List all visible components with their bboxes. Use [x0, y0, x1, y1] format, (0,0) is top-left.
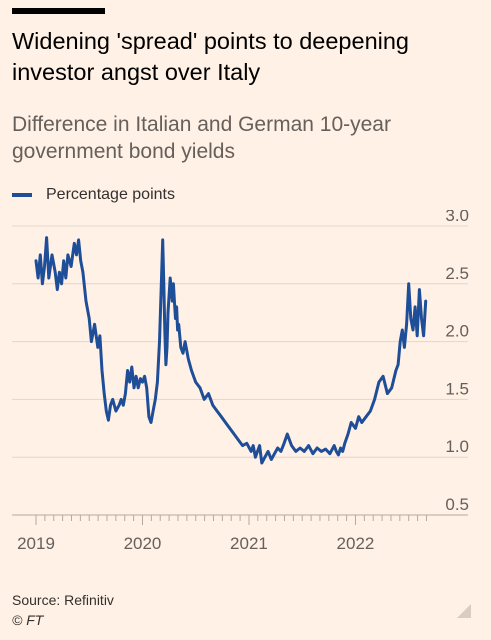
- chart-subtitle: Difference in Italian and German 10-year…: [12, 113, 391, 163]
- legend-swatch: [12, 193, 32, 197]
- credit-note: © FT: [12, 612, 44, 628]
- x-tick-label: 2020: [124, 534, 162, 553]
- resize-corner-icon: [457, 604, 471, 618]
- y-tick-label: 2.5: [445, 264, 469, 283]
- series-line: [34, 236, 428, 465]
- title-accent-bar: [12, 8, 105, 14]
- source-note: Source: Refinitiv: [12, 592, 114, 608]
- y-tick-label: 2.0: [445, 322, 469, 341]
- y-tick-label: 1.0: [445, 437, 469, 456]
- line-chart: 3.0 2.5 2.0 1.5 1.0 0.5 2019 2020 2021 2022: [12, 210, 469, 553]
- y-tick-label: 1.5: [445, 379, 469, 398]
- legend: Percentage points: [12, 186, 175, 204]
- legend-label: Percentage points: [46, 186, 175, 203]
- x-tick-label: 2019: [17, 534, 55, 553]
- x-tick-label: 2021: [230, 534, 268, 553]
- y-tick-label: 3.0: [445, 210, 469, 225]
- chart-title: Widening 'spread' points to deepening in…: [12, 28, 409, 85]
- x-tick-label: 2022: [337, 534, 375, 553]
- y-tick-label: 0.5: [445, 495, 469, 514]
